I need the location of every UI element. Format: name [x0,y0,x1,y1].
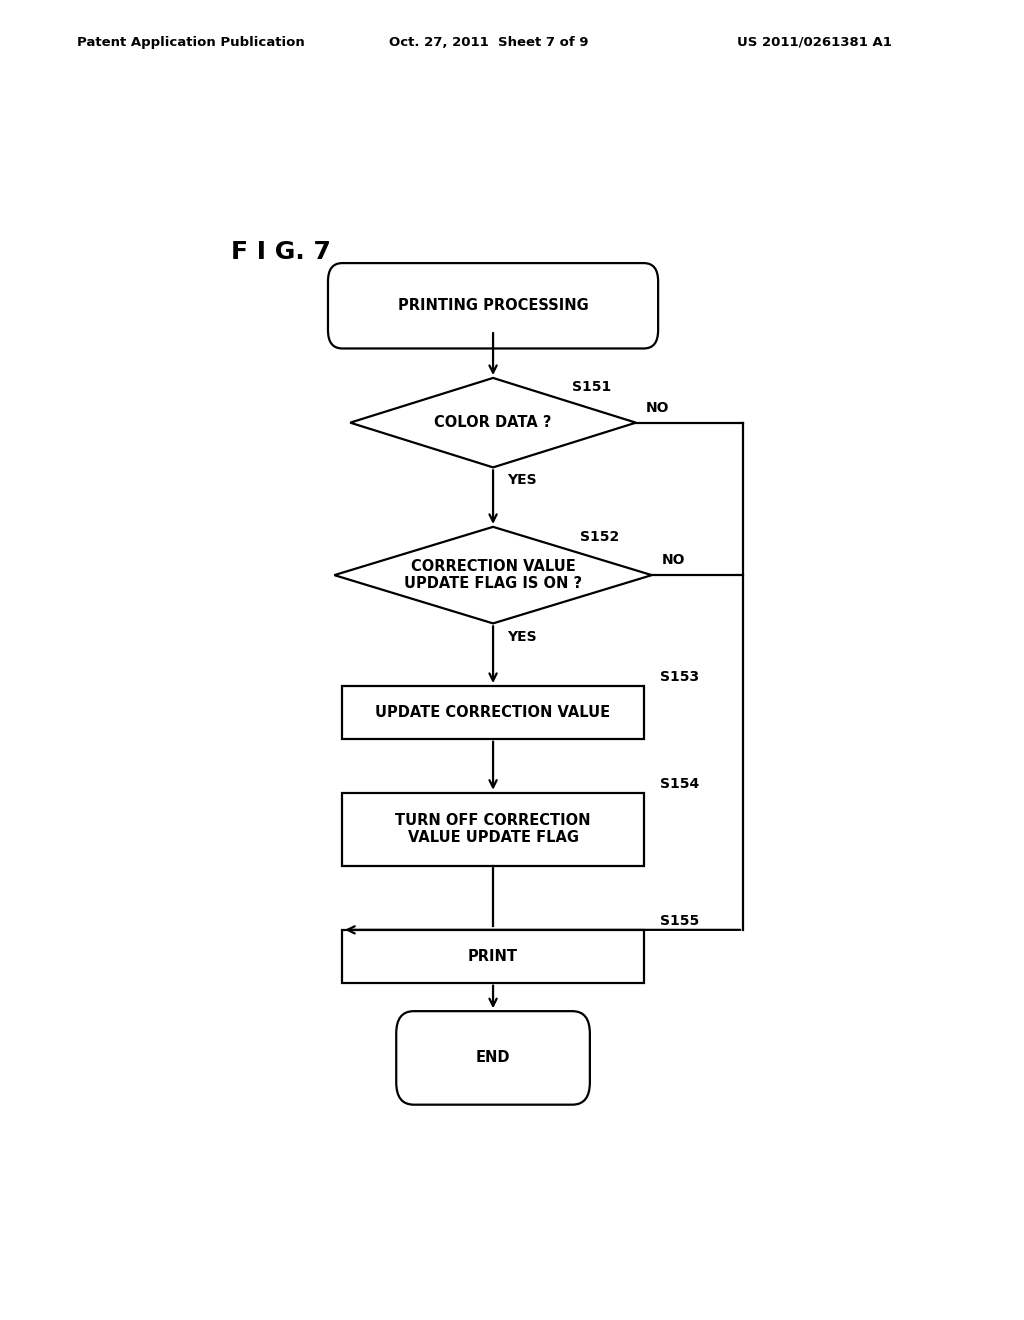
Text: YES: YES [507,630,537,644]
Text: F I G. 7: F I G. 7 [231,240,331,264]
Text: S152: S152 [581,529,620,544]
Bar [342,686,644,739]
Text: US 2011/0261381 A1: US 2011/0261381 A1 [737,36,892,49]
Text: PRINTING PROCESSING: PRINTING PROCESSING [397,298,589,313]
Text: S151: S151 [571,380,611,393]
Text: Oct. 27, 2011  Sheet 7 of 9: Oct. 27, 2011 Sheet 7 of 9 [389,36,589,49]
Text: PRINT: PRINT [468,949,518,964]
Text: NO: NO [662,553,685,568]
Text: YES: YES [507,474,537,487]
Text: S154: S154 [659,776,699,791]
Bar [342,792,644,866]
Text: S153: S153 [659,669,698,684]
Text: NO: NO [645,400,669,414]
FancyBboxPatch shape [396,1011,590,1105]
Text: UPDATE CORRECTION VALUE: UPDATE CORRECTION VALUE [376,705,610,719]
Text: S155: S155 [659,913,699,928]
FancyBboxPatch shape [328,263,658,348]
Text: COLOR DATA ?: COLOR DATA ? [434,416,552,430]
Text: CORRECTION VALUE
UPDATE FLAG IS ON ?: CORRECTION VALUE UPDATE FLAG IS ON ? [404,558,582,591]
Bar [342,929,644,982]
Text: END: END [476,1051,510,1065]
Polygon shape [350,378,636,467]
Text: Patent Application Publication: Patent Application Publication [77,36,304,49]
Polygon shape [334,527,652,623]
Text: TURN OFF CORRECTION
VALUE UPDATE FLAG: TURN OFF CORRECTION VALUE UPDATE FLAG [395,813,591,845]
